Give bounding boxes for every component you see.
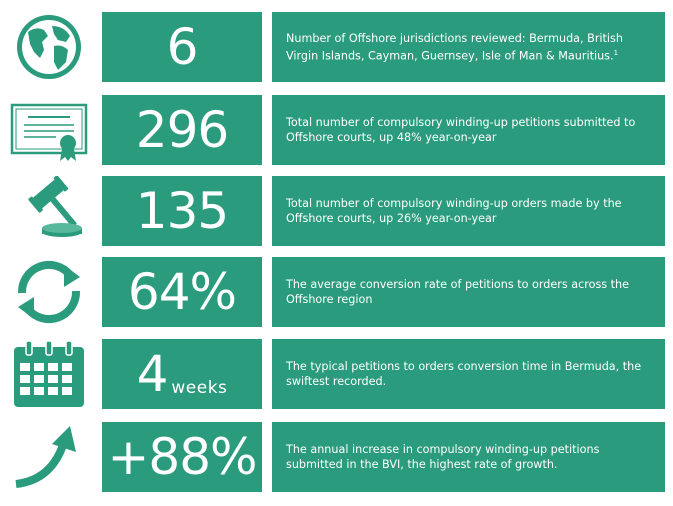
certificate-icon <box>4 95 94 165</box>
stat-value: 6 <box>102 12 262 82</box>
stat-description: The annual increase in compulsory windin… <box>272 422 665 492</box>
upward-curve-arrow-icon <box>4 422 94 492</box>
stat-row-orders: 135 Total number of compulsory winding-u… <box>0 176 673 246</box>
stat-row-conversion-time: 4 weeks The typical petitions to orders c… <box>0 339 673 409</box>
stat-row-conversion-rate: 64% The average conversion rate of petit… <box>0 257 673 327</box>
stat-description: The average conversion rate of petitions… <box>272 257 665 327</box>
stat-description: Total number of compulsory winding-up or… <box>272 176 665 246</box>
stat-unit: weeks <box>171 378 228 398</box>
globe-icon <box>4 12 94 82</box>
stat-row-petitions: 296 Total number of compulsory winding-u… <box>0 95 673 165</box>
footnote-marker: 1 <box>613 48 619 57</box>
stat-description: The typical petitions to orders conversi… <box>272 339 665 409</box>
stat-value: +88% <box>102 422 262 492</box>
stat-description: Total number of compulsory winding-up pe… <box>272 95 665 165</box>
stat-value: 64% <box>102 257 262 327</box>
gavel-icon <box>4 176 94 246</box>
stat-value: 135 <box>102 176 262 246</box>
stat-value: 296 <box>102 95 262 165</box>
calendar-icon <box>4 339 94 409</box>
cycle-arrows-icon <box>4 257 94 327</box>
stat-value: 4 weeks <box>102 339 262 409</box>
stat-row-annual-increase: +88% The annual increase in compulsory w… <box>0 422 673 492</box>
stat-row-jurisdictions: 6 Number of Offshore jurisdictions revie… <box>0 12 673 82</box>
stat-description: Number of Offshore jurisdictions reviewe… <box>272 12 665 82</box>
